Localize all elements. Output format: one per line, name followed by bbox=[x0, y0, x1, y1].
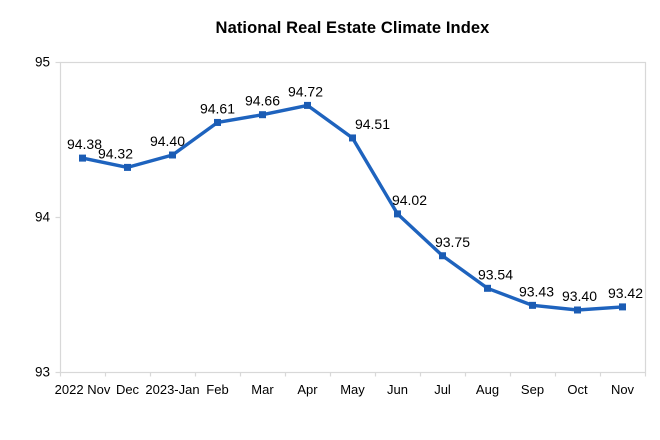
data-point-label: 93.42 bbox=[608, 285, 643, 301]
data-point-label: 94.72 bbox=[288, 83, 323, 99]
data-point-marker bbox=[574, 306, 581, 314]
y-axis-label: 94 bbox=[35, 210, 51, 225]
data-point-label: 94.51 bbox=[355, 116, 390, 132]
x-axis-label: Jul bbox=[434, 382, 451, 397]
data-point-marker bbox=[529, 301, 536, 309]
plot-border bbox=[59, 61, 647, 374]
x-axis-label: Aug bbox=[476, 382, 499, 397]
data-point-label: 94.40 bbox=[150, 133, 185, 149]
x-axis-label: Apr bbox=[297, 382, 318, 397]
chart-title: National Real Estate Climate Index bbox=[215, 19, 490, 37]
data-point-marker bbox=[394, 210, 401, 218]
data-point-label: 94.02 bbox=[392, 192, 427, 208]
data-point-marker bbox=[214, 118, 221, 126]
data-point-label: 94.32 bbox=[98, 145, 133, 161]
plot-axes bbox=[55, 61, 647, 377]
data-point-marker bbox=[304, 101, 311, 109]
x-axis-label: 2023-Jan bbox=[145, 382, 199, 397]
data-point-marker bbox=[619, 303, 626, 311]
data-point-label: 93.75 bbox=[435, 234, 470, 250]
data-point-label: 93.43 bbox=[519, 283, 554, 299]
x-axis-label: Nov bbox=[611, 382, 635, 397]
data-point-marker bbox=[124, 163, 131, 171]
data-point-label: 94.66 bbox=[245, 93, 280, 109]
x-axis-label: Jun bbox=[387, 382, 408, 397]
x-axis-label: Dec bbox=[116, 382, 140, 397]
x-axis-label: Feb bbox=[206, 382, 228, 397]
x-axis-label: Sep bbox=[521, 382, 544, 397]
data-point-label: 93.54 bbox=[478, 266, 513, 282]
data-point-marker bbox=[79, 154, 86, 162]
x-axis-label: Mar bbox=[251, 382, 274, 397]
data-point-label: 93.40 bbox=[562, 288, 597, 304]
y-axis-label: 95 bbox=[35, 55, 50, 70]
data-point-marker bbox=[439, 252, 446, 260]
x-axis-label: 2022 Nov bbox=[55, 382, 111, 397]
y-axis-label: 93 bbox=[35, 365, 50, 380]
data-point-marker bbox=[169, 151, 176, 159]
data-point-label: 94.38 bbox=[67, 136, 102, 152]
data-point-label: 94.61 bbox=[200, 100, 235, 116]
x-axis-label: May bbox=[340, 382, 365, 397]
data-point-marker bbox=[259, 111, 266, 119]
data-point-marker bbox=[484, 284, 491, 292]
x-axis-label: Oct bbox=[567, 382, 588, 397]
data-point-marker bbox=[349, 134, 356, 142]
